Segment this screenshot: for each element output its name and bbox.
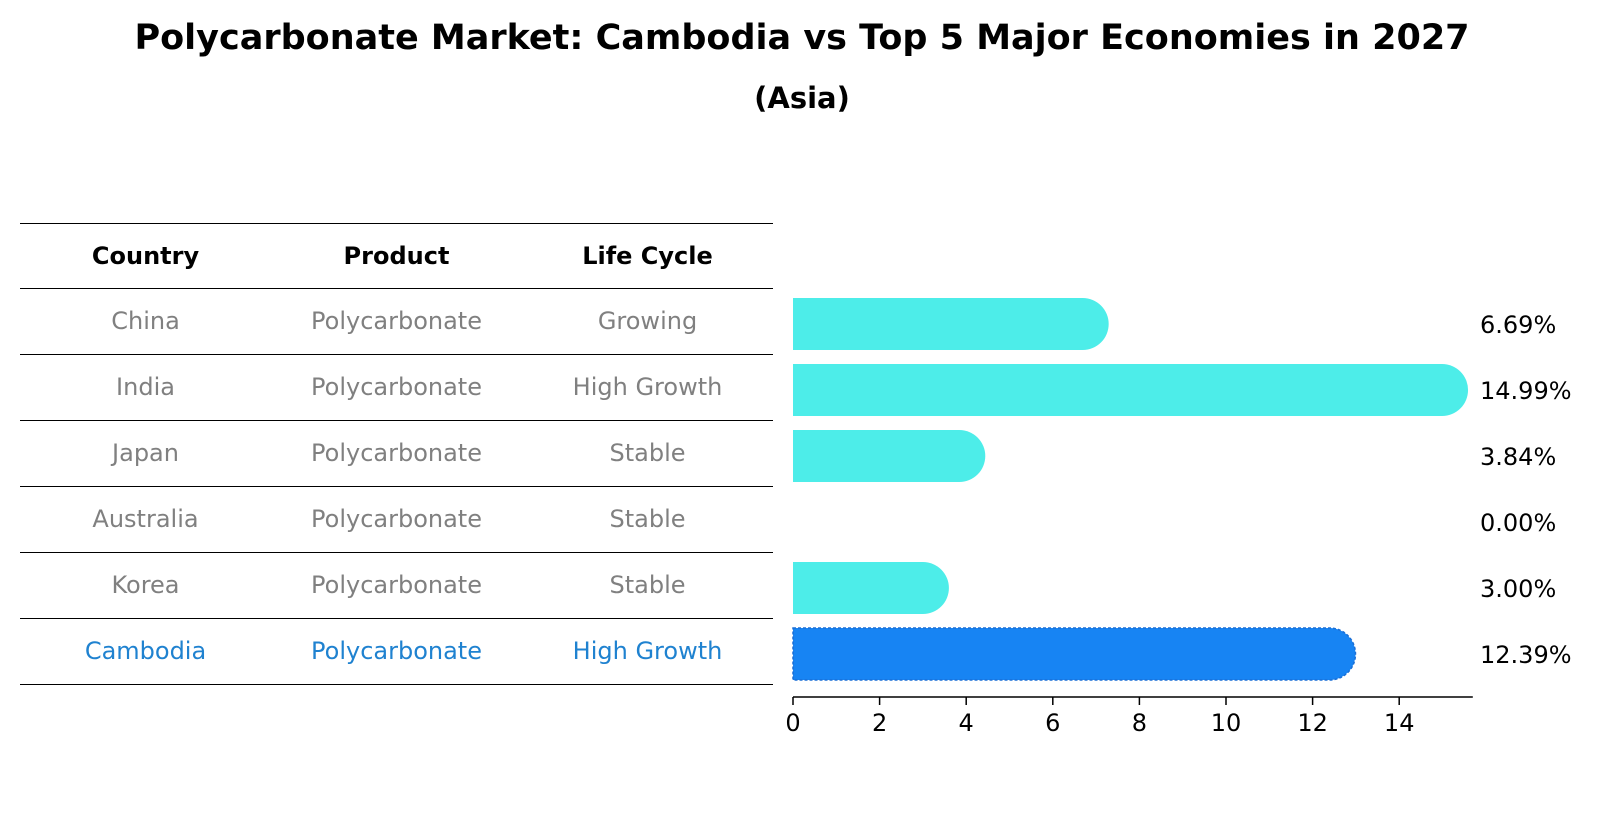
value-label-korea: 3.00% (1480, 575, 1556, 603)
bar-japan (793, 430, 986, 482)
header-product: Product (343, 242, 450, 270)
life-cycle-cell: Growing (597, 307, 698, 335)
bar-india (793, 364, 1469, 416)
table-header-row: Country Product Life Cycle (20, 223, 773, 289)
x-tick-label: 4 (959, 709, 974, 737)
country-cell: Australia (92, 505, 199, 533)
product-cell: Polycarbonate (311, 637, 482, 665)
table-row: Australia Polycarbonate Stable (20, 487, 773, 553)
country-cell: Japan (112, 439, 179, 467)
x-tick-label: 10 (1211, 709, 1242, 737)
product-cell: Polycarbonate (311, 571, 482, 599)
x-tick-label: 14 (1384, 709, 1415, 737)
product-cell: Polycarbonate (311, 307, 482, 335)
value-label-japan: 3.84% (1480, 443, 1556, 471)
x-tick-label: 8 (1132, 709, 1147, 737)
value-label-china: 6.69% (1480, 311, 1556, 339)
country-cell: Korea (111, 571, 180, 599)
value-label-cambodia: 12.39% (1480, 641, 1572, 669)
country-cell: Cambodia (84, 637, 207, 665)
chart-subtitle: (Asia) (754, 81, 850, 115)
table-row: China Polycarbonate Growing (20, 289, 773, 355)
life-cycle-cell: Stable (609, 571, 686, 599)
table-row: Japan Polycarbonate Stable (20, 421, 773, 487)
life-cycle-cell: High Growth (572, 637, 723, 665)
table-row: India Polycarbonate High Growth (20, 355, 773, 421)
chart-title: Polycarbonate Market: Cambodia vs Top 5 … (134, 18, 1470, 58)
bar-cambodia (792, 627, 1357, 681)
life-cycle-cell: Stable (609, 439, 686, 467)
table-row-highlight: Cambodia Polycarbonate High Growth (20, 619, 773, 685)
life-cycle-cell: High Growth (572, 373, 723, 401)
bar-china (793, 298, 1109, 350)
x-tick-label: 12 (1297, 709, 1328, 737)
product-cell: Polycarbonate (311, 439, 482, 467)
header-life-cycle: Life Cycle (582, 242, 713, 270)
table-row: Korea Polycarbonate Stable (20, 553, 773, 619)
value-label-india: 14.99% (1480, 377, 1572, 405)
country-cell: India (116, 373, 175, 401)
country-table: Country Product Life Cycle China Polycar… (20, 223, 773, 685)
header-country: Country (91, 242, 200, 270)
x-tick-label: 6 (1045, 709, 1060, 737)
product-cell: Polycarbonate (311, 373, 482, 401)
value-label-australia: 0.00% (1480, 509, 1556, 537)
x-tick-label: 0 (785, 709, 800, 737)
country-cell: China (111, 307, 180, 335)
life-cycle-cell: Stable (609, 505, 686, 533)
product-cell: Polycarbonate (311, 505, 482, 533)
bar-korea (793, 562, 949, 614)
x-tick-label: 2 (872, 709, 887, 737)
